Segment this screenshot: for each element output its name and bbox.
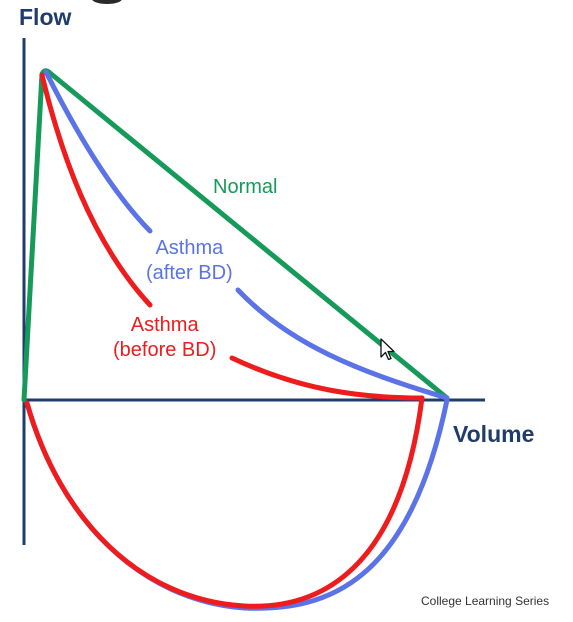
y-axis-label: Flow [19,4,72,30]
series-credit: College Learning Series [421,594,550,608]
asthma-before-bd-expiratory-curve [39,72,153,308]
asthma-before-bd-label-line2: (before BD) [113,338,217,363]
asthma-after-bd-label-line2: (after BD) [146,261,233,286]
normal-curve-label: Normal [213,176,278,198]
asthma-after-bd-expiratory-curve [43,69,153,234]
asthma-before-bd-label-line1: Asthma [113,313,217,338]
asthma-before-bd-label: Asthma (before BD) [113,313,217,363]
mouse-cursor-icon [380,338,395,361]
asthma-after-bd-label: Asthma (after BD) [146,236,233,286]
asthma-after-bd-inspiratory-loop [24,397,450,611]
asthma-after-bd-expiratory-curve-lower [235,287,450,401]
asthma-before-bd-expiratory-curve-tail [229,355,425,401]
cropped-glyph [92,0,122,4]
asthma-before-bd-inspiratory-loop [24,395,425,609]
x-axis-label: Volume [453,421,535,447]
asthma-after-bd-label-line1: Asthma [146,236,233,261]
